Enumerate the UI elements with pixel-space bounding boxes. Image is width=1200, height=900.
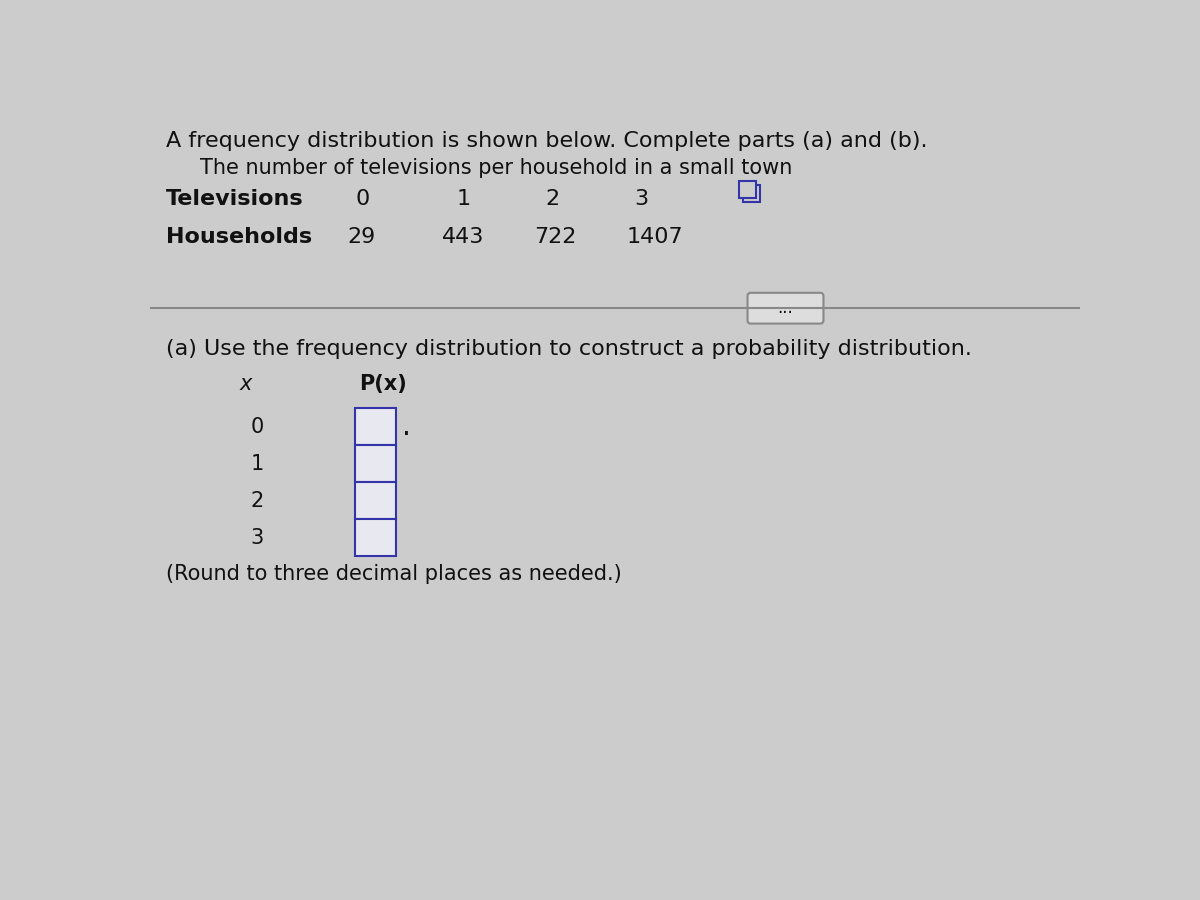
Bar bbox=[355, 409, 396, 446]
Text: x: x bbox=[239, 374, 252, 393]
Text: The number of televisions per household in a small town: The number of televisions per household … bbox=[200, 158, 793, 178]
Bar bbox=[355, 482, 396, 519]
Text: 2: 2 bbox=[251, 491, 264, 510]
Text: 29: 29 bbox=[348, 228, 376, 248]
Text: 1: 1 bbox=[456, 189, 470, 209]
Text: 3: 3 bbox=[635, 189, 648, 209]
Text: (Round to three decimal places as needed.): (Round to three decimal places as needed… bbox=[166, 563, 622, 584]
Text: Televisions: Televisions bbox=[166, 189, 304, 209]
Text: A frequency distribution is shown below. Complete parts (a) and (b).: A frequency distribution is shown below.… bbox=[166, 131, 928, 151]
Text: 3: 3 bbox=[251, 527, 264, 548]
Bar bbox=[743, 185, 760, 202]
Text: .: . bbox=[402, 413, 410, 441]
FancyBboxPatch shape bbox=[748, 292, 823, 324]
Text: 2: 2 bbox=[545, 189, 559, 209]
Text: 1407: 1407 bbox=[626, 228, 683, 248]
Text: Households: Households bbox=[166, 228, 312, 248]
Text: (a) Use the frequency distribution to construct a probability distribution.: (a) Use the frequency distribution to co… bbox=[166, 339, 971, 359]
Text: 0: 0 bbox=[251, 417, 264, 436]
Text: ...: ... bbox=[778, 299, 793, 317]
Bar bbox=[355, 446, 396, 482]
Text: 443: 443 bbox=[442, 228, 485, 248]
Text: 1: 1 bbox=[251, 454, 264, 473]
Text: 0: 0 bbox=[355, 189, 370, 209]
Text: P(x): P(x) bbox=[359, 374, 407, 393]
Text: 722: 722 bbox=[534, 228, 576, 248]
Bar bbox=[355, 519, 396, 556]
Bar bbox=[739, 181, 756, 198]
